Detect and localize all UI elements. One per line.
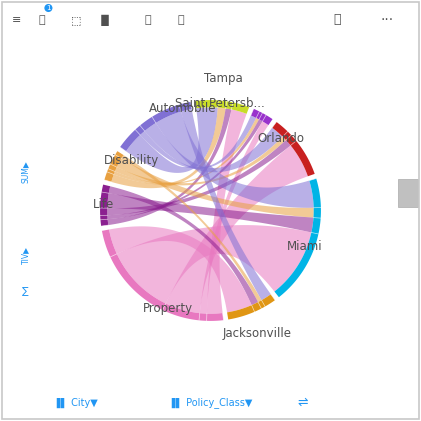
Polygon shape	[200, 121, 269, 314]
Polygon shape	[274, 179, 321, 297]
Polygon shape	[117, 158, 314, 218]
Text: ▐▌ Policy_Class▼: ▐▌ Policy_Class▼	[168, 397, 253, 408]
Polygon shape	[145, 123, 282, 172]
Polygon shape	[104, 151, 123, 182]
Text: ⤢: ⤢	[144, 15, 151, 25]
Polygon shape	[107, 193, 314, 232]
Polygon shape	[108, 108, 232, 225]
Text: 🔦: 🔦	[39, 15, 45, 25]
Polygon shape	[107, 120, 262, 219]
FancyBboxPatch shape	[398, 179, 418, 207]
Polygon shape	[111, 107, 226, 188]
Text: ▐▌ City▼: ▐▌ City▼	[53, 397, 98, 408]
Polygon shape	[107, 140, 290, 215]
Polygon shape	[114, 118, 259, 185]
Text: Jacksonville: Jacksonville	[223, 327, 292, 340]
Polygon shape	[195, 100, 249, 114]
Polygon shape	[227, 294, 275, 320]
Text: ⧉: ⧉	[178, 15, 184, 25]
Polygon shape	[156, 112, 314, 208]
Polygon shape	[109, 226, 252, 312]
Text: ···: ···	[381, 13, 394, 27]
Polygon shape	[109, 186, 258, 305]
Text: ▐▌: ▐▌	[97, 14, 114, 26]
Text: Life: Life	[93, 198, 114, 211]
Polygon shape	[140, 115, 256, 169]
Polygon shape	[117, 225, 312, 304]
Polygon shape	[121, 155, 261, 302]
Text: Automobile: Automobile	[149, 101, 216, 115]
Polygon shape	[207, 109, 247, 314]
Text: SUM▶: SUM▶	[21, 160, 30, 184]
Text: Tampa: Tampa	[204, 72, 243, 85]
Polygon shape	[181, 109, 271, 300]
Text: ≡: ≡	[12, 15, 21, 25]
Polygon shape	[272, 122, 314, 176]
Polygon shape	[251, 109, 272, 125]
Text: ⇌: ⇌	[298, 396, 308, 409]
Text: Disability: Disability	[104, 154, 159, 167]
Polygon shape	[115, 137, 286, 185]
Text: 1: 1	[46, 5, 51, 11]
Text: ⓘ: ⓘ	[333, 13, 341, 27]
Text: TIV▶: TIV▶	[21, 246, 30, 264]
Text: Miami: Miami	[287, 240, 322, 253]
Text: Saint Petersb...: Saint Petersb...	[175, 97, 265, 110]
Polygon shape	[126, 107, 218, 173]
Polygon shape	[120, 102, 192, 151]
Polygon shape	[102, 229, 224, 321]
Polygon shape	[166, 145, 308, 313]
Polygon shape	[100, 184, 110, 226]
Text: ⬚: ⬚	[71, 15, 81, 25]
Text: Property: Property	[142, 302, 193, 315]
Text: Orlando: Orlando	[258, 132, 304, 145]
Text: ∑: ∑	[22, 285, 29, 295]
